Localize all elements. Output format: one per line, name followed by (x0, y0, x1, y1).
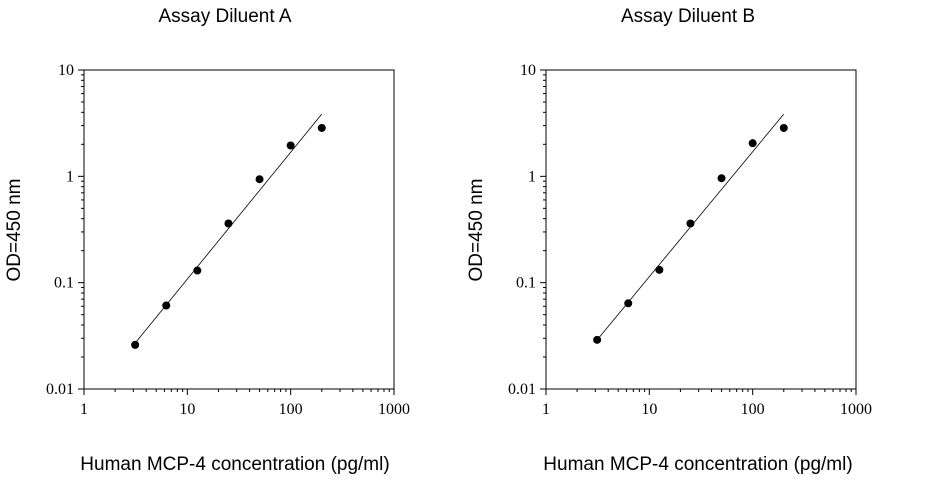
chart-panel-a: Assay Diluent A Human MCP-4 concentratio… (4, 6, 410, 475)
y-tick-label: 0.01 (46, 381, 74, 398)
plot-frame (83, 69, 395, 390)
data-point (317, 123, 326, 132)
x-tick-label: 100 (741, 401, 765, 418)
data-point (686, 219, 695, 228)
chart-panel-b: Assay Diluent B Human MCP-4 concentratio… (466, 6, 872, 475)
chart-title: Assay Diluent A (158, 6, 291, 27)
plot-frame (545, 69, 857, 390)
x-axis-label: Human MCP-4 concentration (pg/ml) (80, 454, 389, 475)
y-tick-label: 0.01 (508, 381, 536, 398)
plot-area: 1 10 100 1000 0.01 0.1 1 10 (508, 62, 872, 418)
data-point (779, 123, 788, 132)
data-point (717, 174, 726, 183)
y-tick-label: 1 (66, 168, 74, 185)
data-point (593, 335, 602, 344)
x-axis-label: Human MCP-4 concentration (pg/ml) (543, 454, 852, 475)
y-axis-label: OD=450 nm (4, 179, 25, 282)
data-point (224, 219, 233, 228)
data-point (255, 175, 264, 184)
y-axis-label: OD=450 nm (466, 179, 487, 282)
data-point (162, 301, 171, 310)
data-point (748, 139, 757, 148)
x-tick-label: 10 (641, 401, 657, 418)
y-tick-label: 10 (58, 62, 74, 79)
x-tick-label: 10 (179, 401, 195, 418)
data-point (655, 265, 664, 274)
x-tick-label: 1000 (378, 401, 410, 418)
data-point (624, 299, 633, 308)
x-tick-label: 100 (279, 401, 303, 418)
fit-line (134, 113, 323, 344)
x-tick-label: 1 (80, 401, 88, 418)
x-tick-label: 1 (542, 401, 550, 418)
x-tick-label: 1000 (840, 401, 872, 418)
y-tick-label: 0.1 (516, 275, 536, 292)
y-tick-label: 0.1 (54, 275, 74, 292)
data-point (193, 266, 202, 275)
data-point (131, 340, 140, 349)
data-point (286, 141, 295, 150)
y-tick-label: 1 (528, 168, 536, 185)
y-tick-label: 10 (520, 62, 536, 79)
plot-area: 1 10 100 1000 0.01 0.1 1 10 (46, 62, 410, 418)
chart-title: Assay Diluent B (621, 6, 755, 27)
